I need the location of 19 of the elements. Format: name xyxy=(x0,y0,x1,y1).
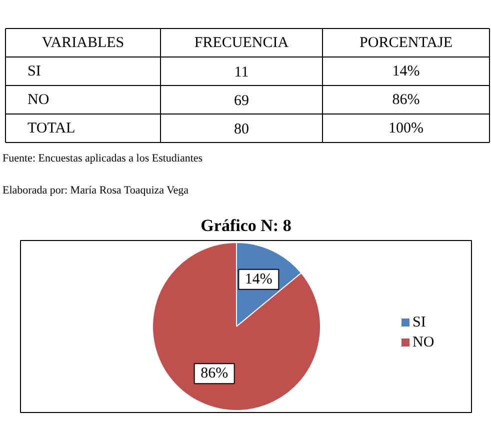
text: 86% xyxy=(392,92,420,108)
text: 69 xyxy=(234,92,249,109)
text: 14% xyxy=(392,63,420,80)
source-note: Fuente: Encuestas aplicadas a los Estudiantes xyxy=(2,152,203,164)
text: TOTAL xyxy=(28,120,76,136)
text: SI xyxy=(28,63,41,80)
text: 11 xyxy=(234,64,249,80)
text: VARIABLES xyxy=(42,34,124,51)
text: 100% xyxy=(388,120,424,136)
text: Elaborada por: María Rosa Toaquiza Vega xyxy=(2,184,189,196)
legend-label: NO xyxy=(412,334,434,350)
data-label: 86% xyxy=(200,366,228,382)
text: FRECUENCIA xyxy=(194,34,289,51)
chart-title: Gráfico N: 8 xyxy=(200,216,292,235)
text: NO xyxy=(28,92,50,108)
legend-label: SI xyxy=(412,314,426,330)
text: 80 xyxy=(234,121,249,138)
data-label: 14% xyxy=(244,271,272,288)
text: PORCENTAJE xyxy=(360,34,452,51)
